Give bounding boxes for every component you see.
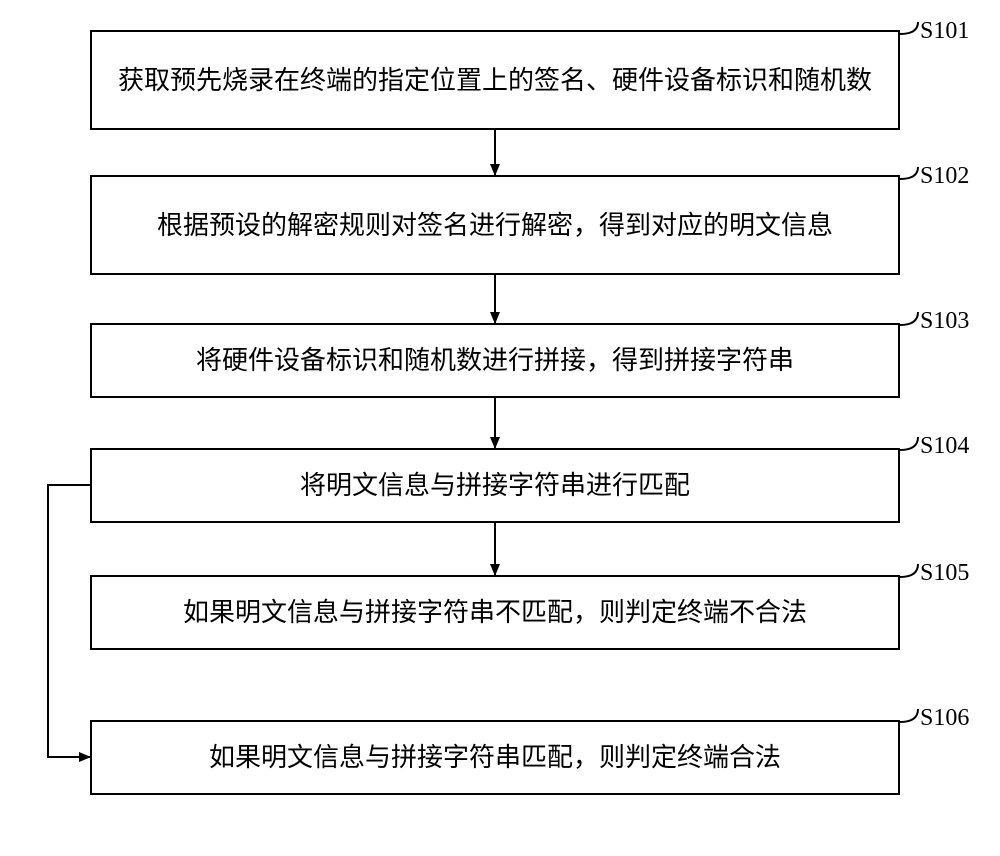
label-leader-s102 <box>900 167 918 179</box>
flow-step-text: 根据预设的解密规则对签名进行解密，得到对应的明文信息 <box>157 206 833 245</box>
arrow-s104-s106 <box>48 485 90 757</box>
step-label-s106: S106 <box>920 705 969 732</box>
step-label-s105: S105 <box>920 560 969 587</box>
flow-step-s105: 如果明文信息与拼接字符串不匹配，则判定终端不合法 <box>90 575 900 650</box>
step-label-s102: S102 <box>920 163 969 190</box>
label-leader-s101 <box>900 22 918 34</box>
flow-step-text: 将硬件设备标识和随机数进行拼接，得到拼接字符串 <box>196 341 794 380</box>
flow-step-s106: 如果明文信息与拼接字符串匹配，则判定终端合法 <box>90 720 900 795</box>
flow-step-s102: 根据预设的解密规则对签名进行解密，得到对应的明文信息 <box>90 175 900 275</box>
flow-step-text: 如果明文信息与拼接字符串匹配，则判定终端合法 <box>209 738 781 777</box>
flow-step-text: 获取预先烧录在终端的指定位置上的签名、硬件设备标识和随机数 <box>118 61 872 100</box>
flow-step-s104: 将明文信息与拼接字符串进行匹配 <box>90 448 900 523</box>
flow-step-text: 如果明文信息与拼接字符串不匹配，则判定终端不合法 <box>183 593 807 632</box>
step-label-s101: S101 <box>920 18 969 45</box>
step-label-s103: S103 <box>920 308 969 335</box>
step-label-s104: S104 <box>920 433 969 460</box>
flowchart-canvas: 获取预先烧录在终端的指定位置上的签名、硬件设备标识和随机数根据预设的解密规则对签… <box>0 0 1000 856</box>
flow-step-s101: 获取预先烧录在终端的指定位置上的签名、硬件设备标识和随机数 <box>90 30 900 130</box>
label-leader-s106 <box>900 709 918 722</box>
label-leader-s104 <box>900 437 918 450</box>
flow-step-s103: 将硬件设备标识和随机数进行拼接，得到拼接字符串 <box>90 323 900 398</box>
label-leader-s105 <box>900 564 918 577</box>
label-leader-s103 <box>900 312 918 325</box>
flow-step-text: 将明文信息与拼接字符串进行匹配 <box>300 466 690 505</box>
